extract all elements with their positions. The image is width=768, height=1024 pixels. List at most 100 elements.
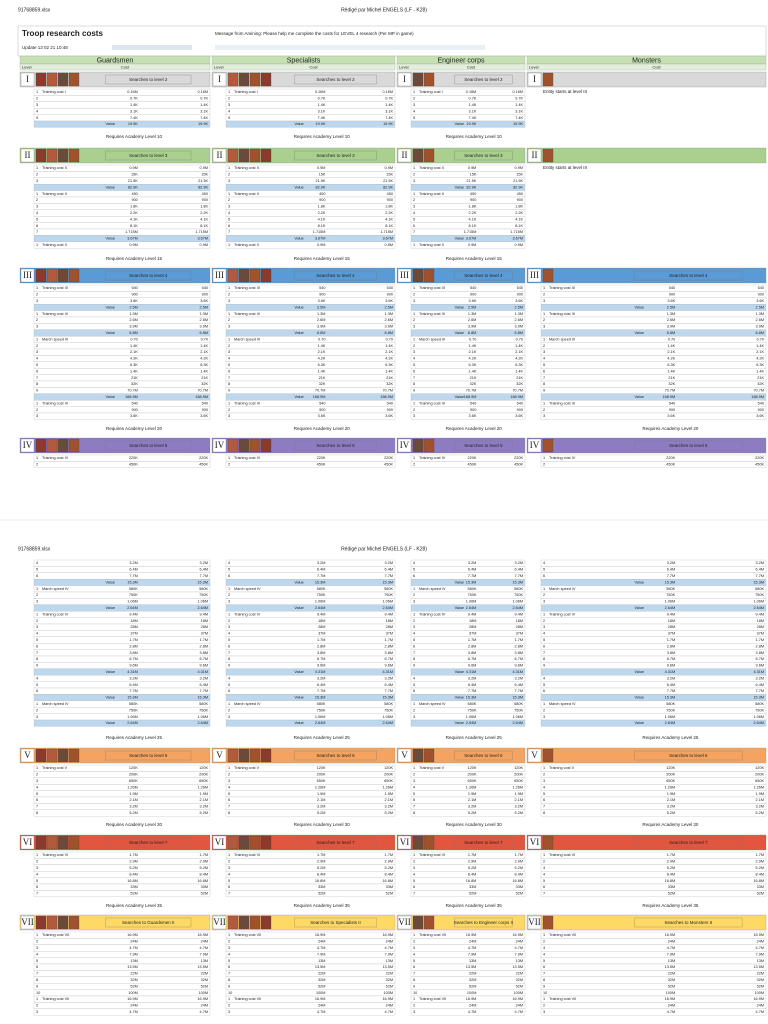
- row-value: 9.4M: [468, 612, 476, 616]
- row-value: 4.7M: [468, 946, 476, 950]
- row-value: 70.7M: [466, 389, 477, 393]
- row-value: 9.4M: [317, 612, 325, 616]
- row-index: 5: [413, 792, 415, 796]
- row-value: 3.2M: [200, 676, 208, 680]
- row-index: 2: [36, 344, 38, 348]
- row-index: 7: [543, 651, 545, 655]
- row-index: 7: [413, 972, 415, 976]
- row-label: Training cost II: [234, 166, 259, 170]
- row-value: 580K: [199, 587, 208, 591]
- unit-icon: [542, 148, 554, 163]
- row-value: 3.2M: [200, 561, 208, 565]
- row-label: Value: [635, 696, 644, 700]
- row-value: 1.3M: [667, 312, 675, 316]
- row: [540, 809, 767, 817]
- unit-icon: [542, 835, 554, 850]
- row-value: 15.3M: [382, 696, 393, 700]
- row: [225, 890, 396, 897]
- row: [410, 291, 526, 298]
- row-value: 3.2M: [756, 676, 764, 680]
- row-value: 28M: [130, 625, 137, 629]
- row-value: 4.7M: [515, 1010, 523, 1014]
- row-value: 16.8M: [127, 879, 138, 883]
- row-value: 7.7M: [200, 689, 208, 693]
- unit-icon: [68, 835, 80, 850]
- row-value: 1.06M: [382, 715, 393, 719]
- row-value: 1.9M: [468, 792, 476, 796]
- row-value: 24M: [516, 1004, 523, 1008]
- row-value: 70.7M: [382, 389, 393, 393]
- row: [33, 114, 211, 122]
- row-value: 1.7M: [756, 638, 764, 642]
- row-index: 3: [413, 205, 415, 209]
- row-value: 7.7M: [515, 574, 523, 578]
- row-value: 6.7M: [667, 657, 675, 661]
- row: [33, 681, 211, 689]
- row: [540, 291, 767, 298]
- row-index: 5: [228, 683, 230, 687]
- row-value: 3.67M: [197, 237, 208, 241]
- row-value: 21.5K: [128, 179, 138, 183]
- unit-icon: [57, 72, 69, 87]
- row-label: March speed IV: [42, 587, 69, 591]
- row-label: Training cost III: [42, 312, 68, 316]
- row-index: 4: [413, 211, 415, 215]
- row-value: 22M: [386, 972, 393, 976]
- unit-icon: [46, 748, 58, 763]
- row: [540, 361, 767, 369]
- row-value: 16.9M: [315, 933, 326, 937]
- row-index: 5: [36, 683, 38, 687]
- row: [225, 374, 396, 382]
- row-value: 450K: [514, 463, 523, 467]
- highlight: [112, 45, 192, 50]
- row-value: 2.64M: [315, 606, 326, 610]
- row-value: 6.8M: [129, 331, 137, 335]
- row-value: 19.9K: [198, 122, 208, 126]
- row-value: 1.4K: [515, 344, 523, 348]
- requires: Requires Academy Level 35: [446, 903, 503, 908]
- row-index: 3: [36, 779, 38, 783]
- row-label: Training cost III: [234, 312, 260, 316]
- search-cell: [454, 837, 513, 848]
- row: [540, 777, 767, 785]
- level-box: [212, 748, 227, 763]
- row: [225, 361, 396, 369]
- row-value: 6.4M: [317, 683, 325, 687]
- row-value: 16.8M: [512, 879, 523, 883]
- row-index: 2: [228, 593, 230, 597]
- row-index: 4: [228, 872, 230, 876]
- row-label: Value: [455, 237, 464, 241]
- row-index: 6: [36, 369, 38, 373]
- row-value: 3.1K: [200, 109, 208, 113]
- row-value: 1.715M: [510, 230, 523, 234]
- row-index: 2: [36, 293, 38, 297]
- row: [540, 784, 767, 791]
- row-index: 2: [543, 773, 545, 777]
- row-index: 2: [413, 97, 415, 101]
- row: [225, 771, 396, 778]
- unit-icon: [260, 72, 272, 87]
- row-value: 21.5K: [316, 179, 326, 183]
- row-index: 8: [36, 657, 38, 661]
- row: [33, 222, 211, 230]
- row-label: Training cost VII: [42, 933, 69, 937]
- row: [540, 630, 767, 637]
- level-box: [527, 438, 542, 453]
- unit-icon: [227, 748, 239, 763]
- row-value: 7.7M: [667, 574, 675, 578]
- row: [540, 579, 767, 586]
- row-value: 16.9M: [466, 933, 477, 937]
- unit-icon: [260, 748, 272, 763]
- row: [540, 883, 767, 891]
- row-value: 18M: [201, 619, 208, 623]
- row-label: Value: [455, 721, 464, 725]
- row-value: 168.9M: [125, 395, 138, 399]
- row-index: 3: [543, 414, 545, 418]
- row-value: 22M: [757, 972, 764, 976]
- row-label: Value: [294, 237, 303, 241]
- row-value: 4.1K: [469, 217, 477, 221]
- row-value: 540: [470, 286, 476, 290]
- row-index: 3: [36, 205, 38, 209]
- unit-icon: [249, 268, 261, 283]
- row-index: 3: [543, 866, 545, 870]
